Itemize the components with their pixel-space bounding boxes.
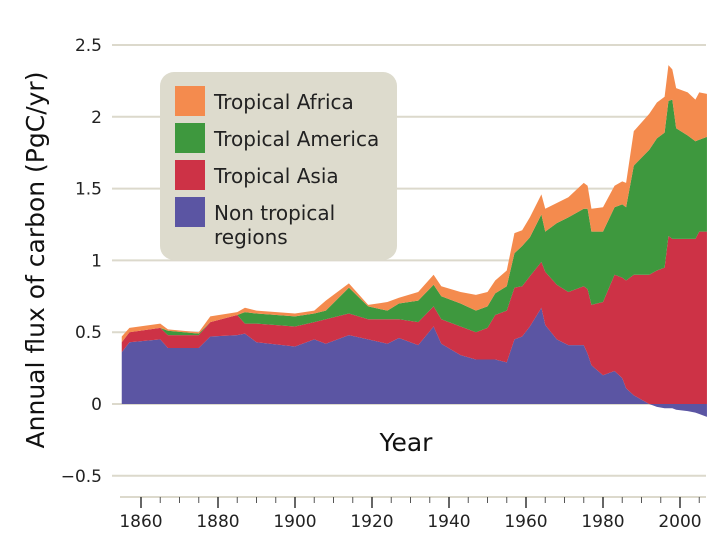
x-tick-label: 1980 — [581, 512, 624, 532]
legend-label-non-tropical: Non tropical — [214, 201, 335, 225]
area-tropical-asia — [121, 231, 707, 404]
legend-label-non-tropical-line2: regions — [214, 225, 288, 249]
x-axis-title: Year — [379, 428, 434, 457]
legend-label-asia: Tropical Asia — [213, 164, 339, 188]
x-tick-label: 1940 — [427, 512, 470, 532]
y-tick-label: 0 — [91, 395, 102, 415]
x-tick-label: 1880 — [196, 512, 239, 532]
legend-label-america: Tropical America — [213, 127, 379, 151]
area-tropical-america — [121, 99, 707, 343]
y-axis-title: Annual flux of carbon (PgC/yr) — [21, 72, 50, 449]
legend-swatch-america — [175, 123, 205, 153]
y-tick-label: −0.5 — [61, 467, 102, 487]
x-tick-label: 1920 — [350, 512, 393, 532]
legend-swatch-non-tropical — [175, 197, 205, 227]
area-tropical-africa — [121, 65, 707, 343]
legend-swatch-africa — [175, 86, 205, 116]
y-tick-label: 1.5 — [75, 180, 102, 200]
legend: Tropical Africa Tropical America Tropica… — [160, 72, 397, 260]
area-non-tropical — [121, 307, 707, 417]
y-tick-label: 2 — [91, 108, 102, 128]
x-tick-label: 1860 — [119, 512, 162, 532]
x-tick-label: 1960 — [504, 512, 547, 532]
legend-swatch-asia — [175, 160, 205, 190]
legend-label-africa: Tropical Africa — [213, 90, 354, 114]
x-tick-label: 2000 — [658, 512, 701, 532]
legend-background — [160, 72, 397, 260]
y-tick-label: 2.5 — [75, 36, 102, 56]
y-tick-label: 1 — [91, 251, 102, 271]
x-tick-label: 1900 — [273, 512, 316, 532]
y-tick-label: 0.5 — [75, 323, 102, 343]
